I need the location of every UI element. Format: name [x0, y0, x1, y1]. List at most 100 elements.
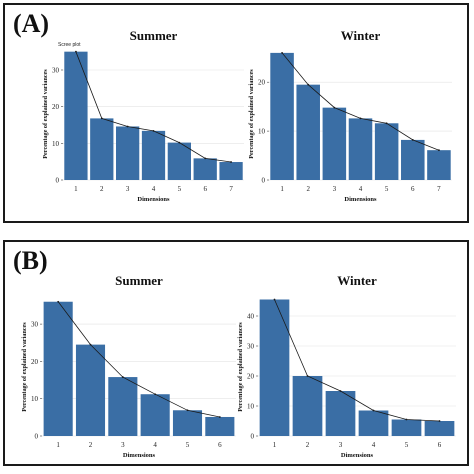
x-axis-label: Dimensions	[344, 196, 377, 203]
y-axis-label: Percentage of explained variances	[42, 69, 49, 159]
bar-7	[427, 150, 451, 180]
scree-point-6	[438, 420, 441, 422]
x-tick-label: 4	[153, 441, 157, 449]
y-axis-label: Percentage of explained variances	[21, 322, 28, 412]
x-axis-label: Dimensions	[137, 196, 170, 203]
bar-5	[167, 142, 191, 180]
y-tick-label: 10	[247, 403, 255, 411]
x-axis-label: Dimensions	[123, 452, 156, 459]
scree-point-1	[273, 298, 276, 301]
bar-1	[270, 52, 294, 181]
scree-point-7	[438, 149, 440, 152]
bar-2	[292, 376, 323, 436]
bar-2	[90, 118, 114, 180]
x-tick-label: 7	[229, 185, 233, 193]
bar-6	[401, 139, 425, 180]
bar-3	[322, 107, 347, 180]
x-tick-label: 6	[411, 185, 415, 193]
scree-point-4	[359, 117, 362, 120]
chart-title: Winter	[337, 273, 377, 288]
scree-point-5	[405, 418, 408, 421]
y-axis-label: Percentage of explained variances	[248, 69, 255, 159]
panel-label-b: (B)	[13, 246, 48, 275]
x-tick-label: 4	[372, 441, 376, 449]
x-axis-label: Dimensions	[341, 452, 374, 459]
y-tick-label: 0	[56, 177, 60, 185]
bar-3	[116, 126, 140, 180]
x-tick-label: 2	[89, 441, 93, 449]
bar-1	[64, 51, 88, 180]
scree-point-1	[75, 50, 77, 53]
bar-2	[75, 344, 106, 436]
y-tick-label: 0	[262, 177, 266, 185]
scree-point-3	[126, 125, 129, 128]
x-tick-label: 6	[203, 185, 207, 193]
y-tick-label: 20	[52, 103, 60, 111]
scree-point-6	[411, 139, 414, 141]
bar-2	[296, 84, 320, 180]
scree-point-3	[121, 376, 124, 378]
bar-4	[358, 410, 389, 436]
scree-point-1	[281, 51, 283, 54]
y-tick-label: 20	[258, 79, 266, 87]
bar-6	[205, 416, 235, 436]
chart-title: Summer	[115, 273, 163, 288]
y-tick-label: 30	[31, 321, 39, 329]
x-tick-label: 1	[273, 441, 277, 449]
bar-4	[348, 118, 373, 180]
bar-3	[325, 391, 356, 436]
bar-4	[140, 394, 170, 436]
scree-point-2	[307, 83, 310, 86]
x-tick-label: 1	[74, 185, 78, 193]
bar-5	[172, 410, 203, 436]
x-tick-label: 2	[100, 185, 104, 193]
x-tick-label: 2	[306, 441, 310, 449]
x-tick-label: 3	[339, 441, 343, 449]
scree-point-6	[204, 157, 207, 160]
panel-label-a: (A)	[13, 9, 50, 38]
bar-5	[374, 123, 399, 180]
x-tick-label: 5	[385, 185, 389, 193]
x-tick-label: 6	[438, 441, 442, 449]
scree-point-2	[100, 117, 103, 120]
bar-4	[141, 130, 166, 180]
y-tick-label: 40	[247, 313, 255, 321]
scree-point-2	[306, 375, 309, 377]
y-tick-label: 30	[247, 343, 255, 351]
bar-6	[193, 158, 217, 180]
bar-5	[391, 419, 422, 436]
chart-title: Winter	[341, 28, 381, 43]
x-tick-label: 5	[178, 185, 182, 193]
x-tick-label: 6	[218, 441, 222, 449]
x-tick-label: 1	[56, 441, 60, 449]
bar-3	[108, 377, 138, 436]
y-tick-label: 20	[247, 373, 255, 381]
scree-point-4	[154, 393, 157, 396]
scree-point-5	[186, 409, 189, 412]
scree-point-3	[339, 390, 342, 392]
x-tick-label: 4	[152, 185, 156, 193]
scree-point-1	[57, 300, 60, 303]
scree-point-6	[218, 416, 221, 418]
x-tick-label: 3	[126, 185, 130, 193]
scree-plot-caption: Scree plot	[58, 42, 81, 48]
y-tick-label: 0	[35, 433, 39, 441]
bar-6	[424, 421, 455, 436]
x-tick-label: 5	[186, 441, 190, 449]
x-tick-label: 3	[121, 441, 125, 449]
scree-point-4	[152, 129, 155, 132]
scree-point-5	[385, 122, 388, 125]
scree-line	[274, 299, 440, 422]
scree-point-2	[89, 343, 92, 346]
scree-point-7	[230, 161, 232, 163]
y-tick-label: 10	[258, 128, 266, 136]
scree-point-5	[178, 141, 181, 144]
y-tick-label: 0	[251, 433, 255, 441]
bar-1	[259, 299, 290, 436]
y-axis-label: Percentage of explained variances	[237, 322, 244, 412]
bar-1	[43, 301, 73, 436]
